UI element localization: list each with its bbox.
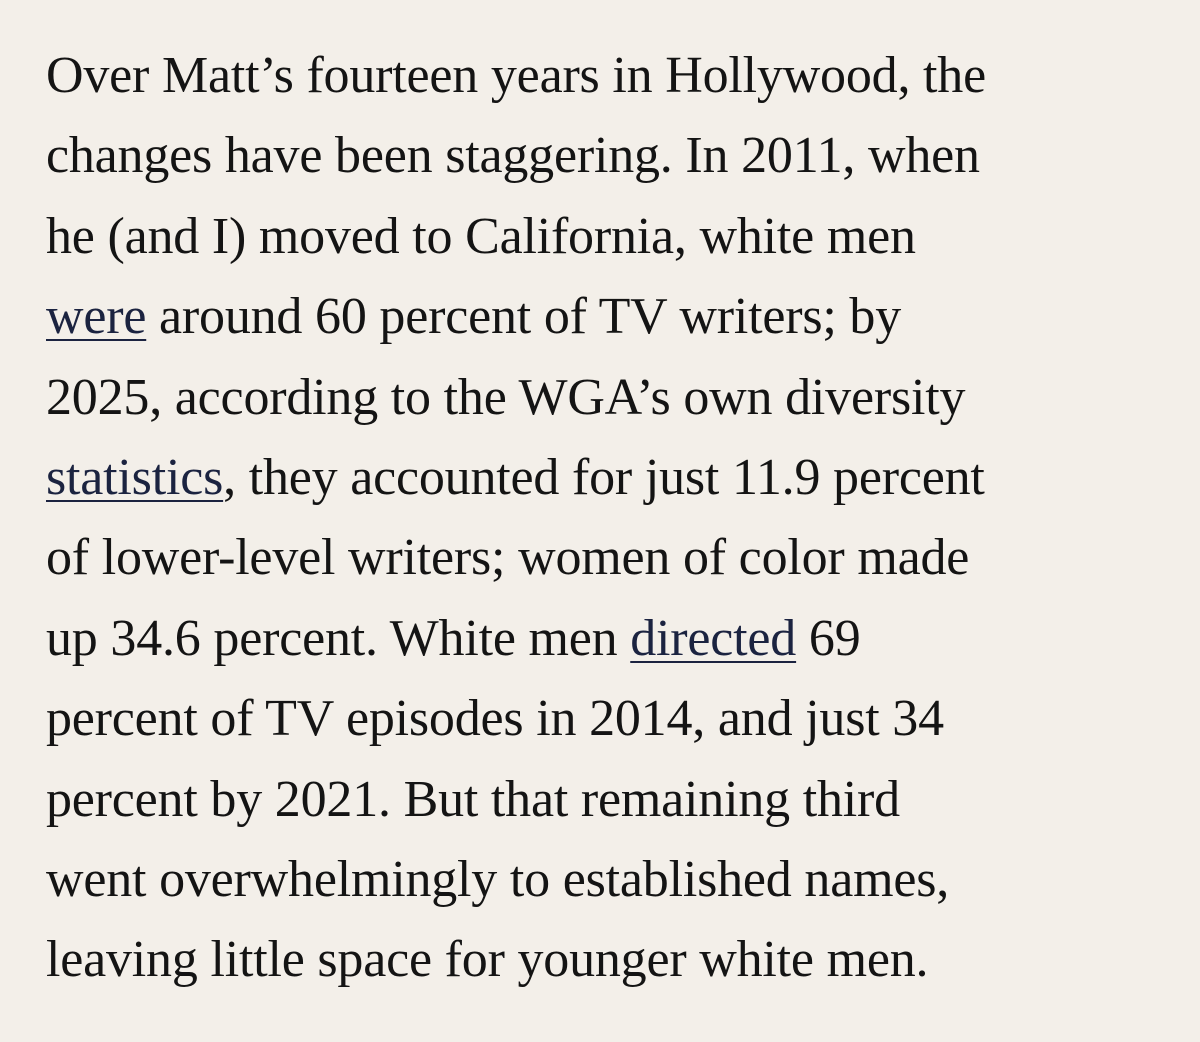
paragraph-line-8-before: up 34.6 percent. White men (46, 609, 631, 667)
paragraph-line-3: he (and I) moved to California, white me… (46, 207, 916, 265)
paragraph-line-6: statistics, they accounted for just 11.9… (46, 438, 1160, 518)
paragraph-line-4: were around 60 percent of TV writers; by (46, 277, 1160, 357)
paragraph-line-8: up 34.6 percent. White men directed 69 (46, 599, 1160, 679)
paragraph-line-6-text: , they accounted for just 11.9 percent (223, 449, 985, 507)
link-statistics[interactable]: statistics (46, 449, 224, 507)
paragraph-line-2: changes have been staggering. In 2011, w… (46, 127, 980, 185)
link-directed[interactable]: directed (630, 609, 797, 667)
paragraph-line-8-text: 69 (796, 609, 861, 667)
paragraph-line-10: percent by 2021. But that remaining thir… (46, 770, 900, 828)
paragraph-line-7: of lower-level writers; women of color m… (46, 529, 970, 587)
paragraph-line-11: went overwhelmingly to established names… (46, 851, 950, 909)
link-were[interactable]: were (46, 288, 147, 346)
paragraph-line-12: leaving little space for younger white m… (46, 931, 929, 989)
paragraph-line-1: Over Matt’s fourteen years in Hollywood,… (46, 47, 986, 104)
article-paragraph: Over Matt’s fourteen years in Hollywood,… (46, 36, 1160, 1001)
paragraph-line-5: 2025, according to the WGA’s own diversi… (46, 368, 966, 426)
paragraph-line-4-text: around 60 percent of TV writers; by (146, 288, 902, 346)
paragraph-line-9: percent of TV episodes in 2014, and just… (46, 690, 944, 748)
